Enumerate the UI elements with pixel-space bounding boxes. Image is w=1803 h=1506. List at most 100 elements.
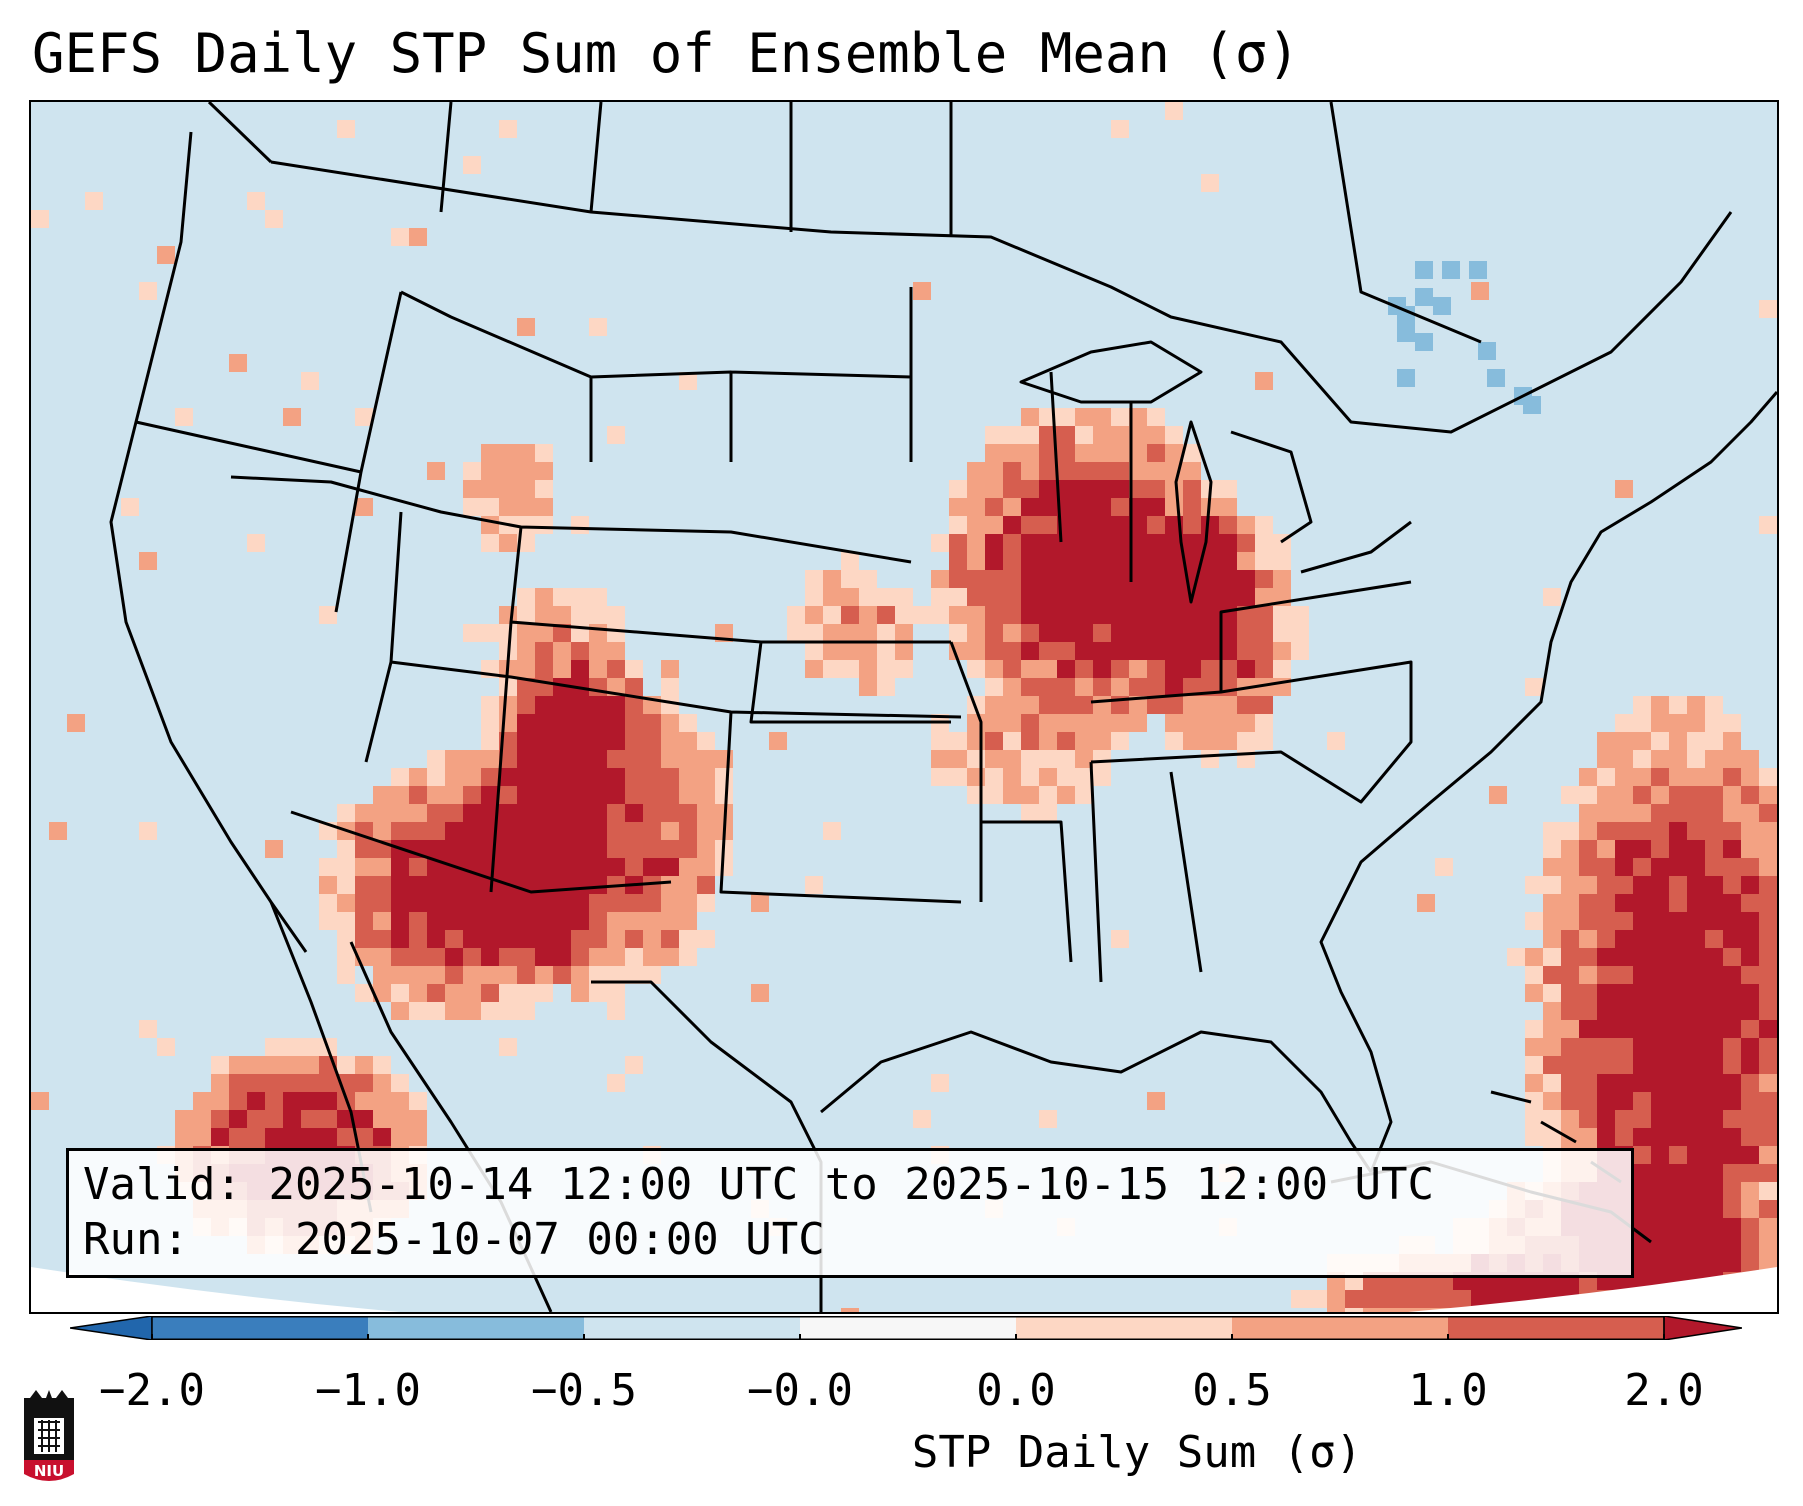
stp-cell (1435, 858, 1453, 876)
stp-cell (409, 876, 427, 894)
stp-cell (1399, 1290, 1417, 1308)
stp-cell (1669, 1128, 1687, 1146)
stp-cell (1633, 1092, 1651, 1110)
stp-cell (535, 984, 553, 1002)
stp-cell (571, 894, 589, 912)
stp-cell (1669, 786, 1687, 804)
stp-cell (571, 588, 589, 606)
stp-cell (643, 876, 661, 894)
stp-cell (1687, 1020, 1705, 1038)
stp-cell (643, 822, 661, 840)
stp-cell (1741, 984, 1759, 1002)
stp-cell (1723, 714, 1741, 732)
stp-cell (301, 1110, 319, 1128)
stp-cell (373, 1092, 391, 1110)
stp-cell (1543, 1110, 1561, 1128)
stp-cell (1669, 984, 1687, 1002)
colorbar-segment-6 (1448, 1316, 1664, 1340)
stp-cell (85, 192, 103, 210)
stp-cell (1003, 660, 1021, 678)
stp-cell (1147, 606, 1165, 624)
stp-cell (1057, 408, 1075, 426)
stp-cell (1561, 822, 1579, 840)
stp-cell (1597, 1002, 1615, 1020)
stp-cell (499, 534, 517, 552)
stp-cell (1075, 534, 1093, 552)
stp-cell (697, 876, 715, 894)
stp-cell (1543, 1074, 1561, 1092)
stp-cell (1057, 480, 1075, 498)
stp-cell (1741, 1236, 1759, 1254)
stp-cell (679, 822, 697, 840)
stp-cell (1669, 912, 1687, 930)
projection-boundary (31, 1267, 1777, 1312)
stp-cell (1039, 588, 1057, 606)
stp-cell (1183, 660, 1201, 678)
stp-cell-negative (1415, 261, 1433, 279)
stp-cell (1741, 1002, 1759, 1020)
stp-cell (1705, 1038, 1723, 1056)
stp-cell (517, 1002, 535, 1020)
stp-cell (607, 930, 625, 948)
stp-cell (1651, 1110, 1669, 1128)
stp-cell (517, 678, 535, 696)
stp-cell (1597, 1056, 1615, 1074)
stp-cell (1039, 732, 1057, 750)
stp-cell (985, 660, 1003, 678)
stp-cell (1723, 876, 1741, 894)
stp-cell (463, 948, 481, 966)
stp-cell (517, 732, 535, 750)
stp-cell (571, 606, 589, 624)
stp-cell (463, 930, 481, 948)
stp-cell (1723, 768, 1741, 786)
stp-cell (1579, 894, 1597, 912)
stp-cell (1723, 804, 1741, 822)
stp-cell (589, 912, 607, 930)
stp-cell (157, 246, 175, 264)
stp-cell (391, 876, 409, 894)
state-lines-south (949, 580, 1413, 983)
stp-cell (1183, 696, 1201, 714)
stp-cell (841, 624, 859, 642)
stp-cell (517, 768, 535, 786)
stp-cell (1597, 822, 1615, 840)
stp-cell (1597, 894, 1615, 912)
stp-cell (1615, 858, 1633, 876)
stp-cell (1597, 786, 1615, 804)
stp-cell (553, 894, 571, 912)
stp-cell (661, 660, 679, 678)
stp-cell (1039, 750, 1057, 768)
stp-cell (445, 948, 463, 966)
stp-cell (1669, 1218, 1687, 1236)
stp-cell (1093, 480, 1111, 498)
stp-cell (1075, 570, 1093, 588)
stp-cell (571, 732, 589, 750)
stp-cell (373, 894, 391, 912)
stp-cell (1543, 1056, 1561, 1074)
stp-cell (1759, 1200, 1777, 1218)
stp-cell (697, 858, 715, 876)
stp-cell (1669, 858, 1687, 876)
stp-cell (1039, 714, 1057, 732)
stp-cell (1651, 786, 1669, 804)
stp-cell (1291, 642, 1309, 660)
stp-cell (1255, 732, 1273, 750)
stp-cell (535, 642, 553, 660)
stp-cell (589, 642, 607, 660)
stp-cell (1255, 714, 1273, 732)
stp-cell (589, 750, 607, 768)
stp-anomaly-cells (31, 102, 1777, 1312)
stp-cell (1669, 750, 1687, 768)
stp-cell-negative (1469, 261, 1487, 279)
stp-cell (697, 894, 715, 912)
stp-cell (1525, 1110, 1543, 1128)
stp-cell (1201, 660, 1219, 678)
stp-cell (1255, 552, 1273, 570)
stp-cell (1651, 930, 1669, 948)
stp-cell (643, 912, 661, 930)
stp-cell (985, 516, 1003, 534)
stp-cell (535, 786, 553, 804)
stp-cell (499, 858, 517, 876)
stp-cell (1759, 894, 1777, 912)
stp-cell (1615, 876, 1633, 894)
